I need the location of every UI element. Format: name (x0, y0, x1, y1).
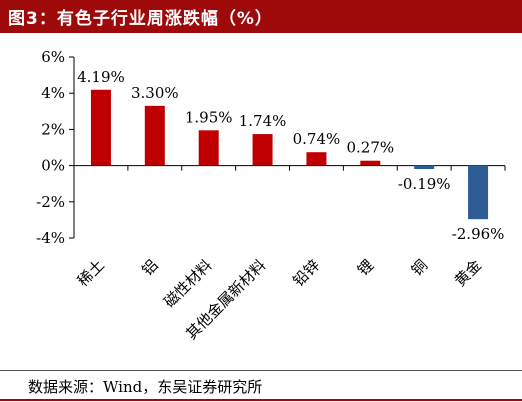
category-label: 铝 (138, 256, 161, 279)
bar (468, 165, 489, 220)
chart-axes: 6% 4% 2% 0% -2% -4% (36, 48, 506, 247)
category-label: 黄金 (451, 256, 485, 290)
bar-chart: 6% 4% 2% 0% -2% -4% 4.19% 3.30% 1.95% 1.74% 0.74%… (36, 48, 506, 343)
bar (360, 160, 381, 166)
bar (252, 134, 273, 166)
category-label: 铅锌 (289, 256, 323, 290)
data-label: 4.19% (77, 68, 125, 86)
bottom-divider (0, 399, 522, 401)
y-tick-label: 4% (41, 84, 65, 102)
chart-data-labels: 4.19% 3.30% 1.95% 1.74% 0.74% 0.27%-0.19% -2.9… (77, 68, 504, 243)
data-label: 1.74% (239, 112, 287, 130)
data-label: -0.19% (398, 175, 451, 193)
data-label: 0.74% (293, 130, 341, 148)
y-tick-label: -2% (36, 193, 65, 211)
category-label: 锂 (354, 256, 377, 279)
data-label: -2.96% (452, 225, 505, 243)
data-label: 3.30% (131, 84, 179, 102)
chart-title: 图3：有色子行业周涨跌幅（%） (8, 9, 273, 29)
title-bar: 图3：有色子行业周涨跌幅（%） (0, 0, 522, 33)
category-label: 磁性材料 (160, 256, 215, 311)
bar (198, 130, 219, 166)
chart-category-labels: 稀土 铝磁性材料其他金属新材料 铅锌锂铜黄金 (74, 256, 485, 343)
y-tick-label: 2% (41, 120, 65, 138)
bar (144, 105, 165, 166)
data-label: 0.27% (346, 139, 394, 157)
bar (414, 165, 435, 170)
source-divider (0, 370, 522, 371)
category-label: 稀土 (74, 256, 108, 290)
bar (306, 152, 327, 166)
bar (90, 89, 111, 166)
y-tick-label: 6% (41, 48, 65, 66)
category-label: 铜 (408, 256, 431, 279)
source-note: 数据来源：Wind，东吴证券研究所 (28, 378, 263, 396)
chart-bars (90, 89, 489, 220)
y-tick-label: -4% (36, 229, 65, 247)
data-label: 1.95% (185, 108, 233, 126)
y-tick-label: 0% (41, 157, 65, 175)
